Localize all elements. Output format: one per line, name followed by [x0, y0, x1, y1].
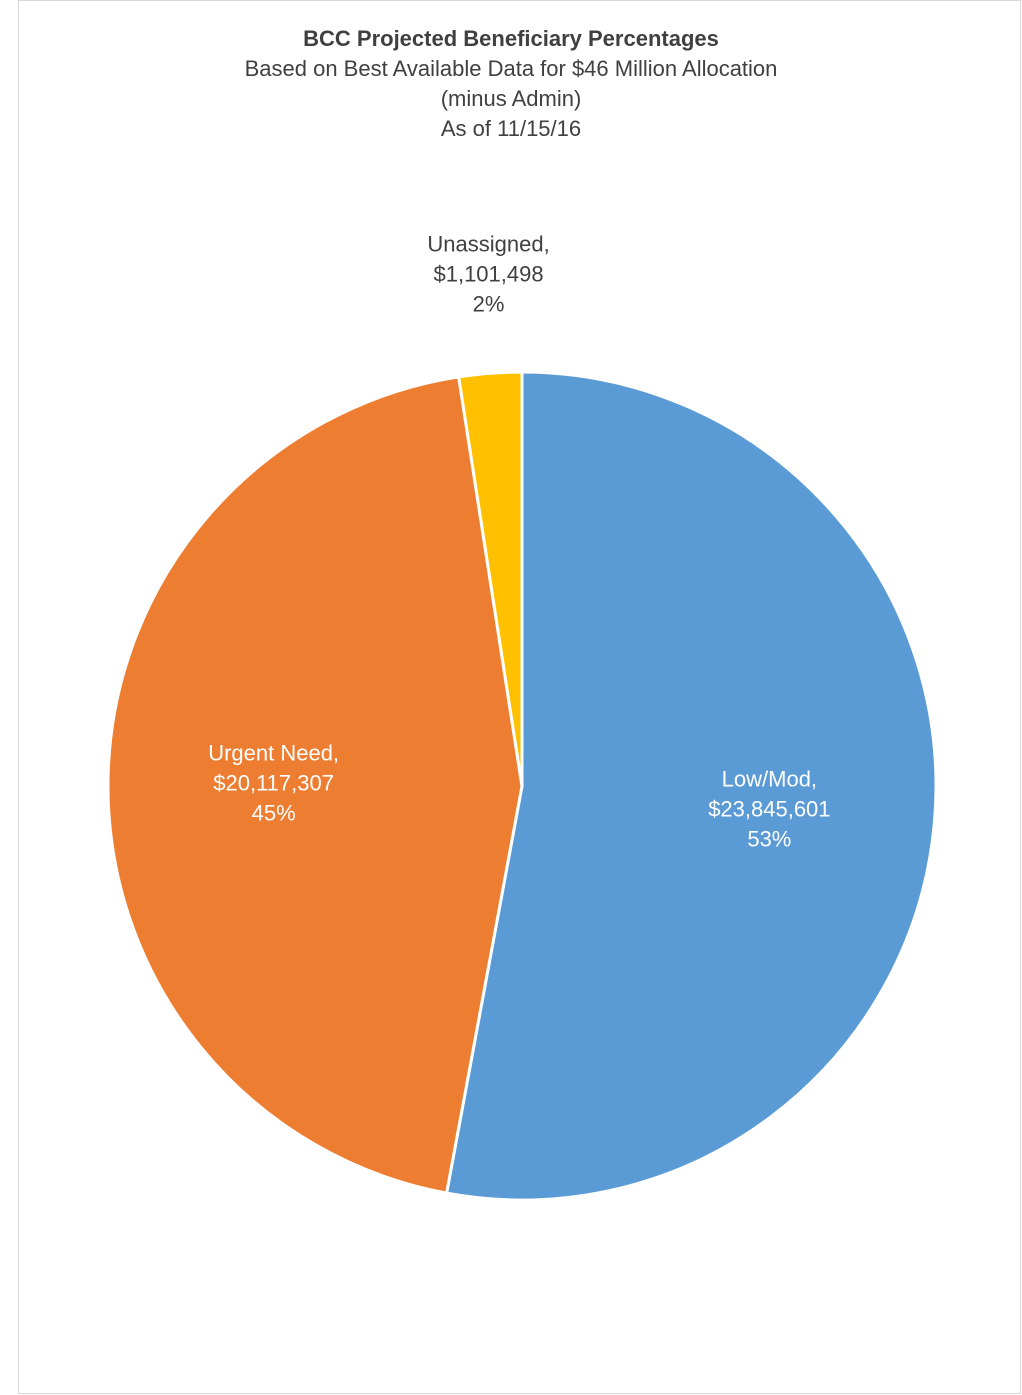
data-label-value: $1,101,498 [433, 261, 543, 286]
data-label-name: Urgent Need, [208, 740, 339, 765]
pie-slice-urgent-need [106, 375, 524, 1195]
data-label-value: $20,117,307 [213, 770, 334, 795]
data-label-name: Low/Mod, [722, 767, 817, 792]
chart-subtitle-line-1: Based on Best Available Data for $46 Mil… [244, 56, 778, 81]
data-label-percent: 45% [252, 800, 296, 825]
data-label-value: $23,845,601 [708, 797, 830, 822]
chart-titles: BCC Projected Beneficiary Percentages Ba… [0, 24, 1022, 144]
data-label-percent: 2% [473, 291, 505, 316]
pie-slice-unassigned [457, 370, 524, 788]
data-label-unassigned: Unassigned, $1,101,498 2% [427, 231, 549, 316]
data-label-low-mod: Low/Mod, $23,845,601 53% [708, 767, 830, 852]
chart-subtitle-line-2: (minus Admin) [440, 86, 582, 111]
data-label-percent: 53% [747, 827, 791, 852]
chart-title: BCC Projected Beneficiary Percentages [303, 26, 719, 51]
pie-slice-low-mod [445, 370, 938, 1202]
data-label-name: Unassigned, [427, 231, 549, 256]
chart-subtitle-line-3: As of 11/15/16 [440, 116, 582, 141]
data-label-urgent-need: Urgent Need, $20,117,307 45% [208, 740, 339, 825]
